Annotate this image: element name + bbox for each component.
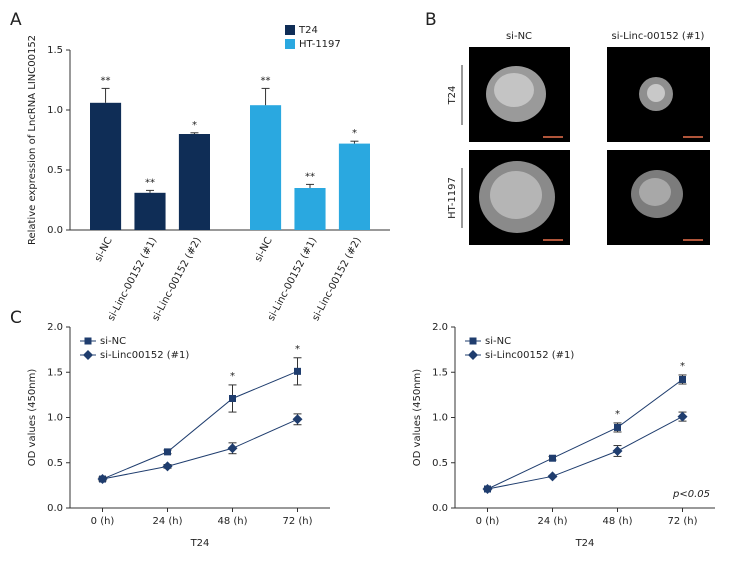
column-label: si-NC	[506, 31, 532, 42]
significance: **	[101, 75, 111, 86]
marker	[294, 367, 301, 375]
marker	[292, 414, 303, 425]
micrograph	[469, 47, 570, 142]
marker	[482, 483, 493, 494]
y-tick-label: 0.0	[432, 503, 448, 514]
marker	[614, 423, 621, 431]
x-axis-label: T24	[575, 538, 595, 549]
x-tick-label: si-Linc-00152 (#1)	[266, 236, 319, 323]
marker	[679, 375, 686, 383]
x-tick-label: 72 (h)	[667, 516, 697, 527]
x-tick-label: 72 (h)	[282, 516, 312, 527]
panel-label: C	[10, 308, 22, 328]
bar	[250, 105, 282, 230]
y-tick-label: 2.0	[432, 322, 448, 333]
y-tick-label: 1.5	[47, 45, 63, 56]
line	[102, 418, 298, 480]
column-label: si-Linc-00152 (#1)	[612, 31, 705, 42]
marker	[229, 394, 236, 402]
note: p<0.05	[672, 489, 710, 500]
marker	[677, 411, 688, 422]
x-tick-label: si-Linc-00152 (#1)	[106, 236, 159, 323]
x-tick-label: 0 (h)	[91, 516, 115, 527]
marker	[97, 474, 108, 485]
marker	[162, 461, 173, 472]
legend-label: si-Linc00152 (#1)	[485, 350, 574, 361]
x-tick-label: 48 (h)	[217, 516, 247, 527]
line	[102, 370, 298, 480]
x-tick-label: 24 (h)	[152, 516, 182, 527]
y-tick-label: 1.0	[432, 413, 448, 424]
legend-swatch	[285, 25, 295, 35]
bar	[178, 134, 210, 230]
x-tick-label: si-Linc-00152 (#2)	[310, 236, 363, 323]
x-tick-label: si-Linc-00152 (#2)	[150, 236, 203, 323]
significance: *	[192, 120, 197, 131]
row-label: HT-1197	[447, 177, 458, 219]
y-axis-label: OD values (450nm)	[27, 369, 38, 467]
x-tick-label: 0 (h)	[476, 516, 500, 527]
significance: *	[230, 371, 235, 382]
x-axis-label: T24	[190, 538, 210, 549]
x-tick-label: si-NC	[93, 236, 115, 264]
significance: **	[261, 75, 271, 86]
y-axis-label: Relative expression of LncRNA LINC00152	[27, 35, 38, 245]
y-tick-label: 0.5	[432, 458, 448, 469]
marker	[84, 337, 92, 345]
panel-label: A	[10, 10, 22, 30]
marker	[164, 448, 171, 456]
legend-label: si-Linc00152 (#1)	[100, 350, 189, 361]
y-tick-label: 0.5	[47, 165, 63, 176]
marker	[469, 337, 477, 345]
marker	[547, 471, 558, 482]
micrograph	[607, 150, 710, 245]
legend-label: T24	[298, 25, 318, 36]
x-tick-label: 24 (h)	[537, 516, 567, 527]
x-tick-label: si-NC	[253, 236, 275, 264]
marker	[468, 350, 478, 360]
y-tick-label: 1.5	[432, 367, 448, 378]
significance: **	[145, 177, 155, 188]
y-axis-label: OD values (450nm)	[412, 369, 423, 467]
significance: *	[295, 344, 300, 355]
y-tick-label: 1.5	[47, 367, 63, 378]
bar	[338, 143, 370, 230]
significance: *	[615, 409, 620, 420]
line	[487, 416, 683, 490]
micrograph	[607, 47, 710, 142]
x-tick-label: 48 (h)	[602, 516, 632, 527]
y-tick-label: 0.0	[47, 503, 63, 514]
legend-swatch	[285, 39, 295, 49]
line	[487, 379, 683, 490]
y-tick-label: 1.0	[47, 105, 63, 116]
legend-label: si-NC	[485, 336, 511, 347]
marker	[612, 445, 623, 456]
bar	[90, 102, 122, 230]
y-tick-label: 0.0	[47, 225, 63, 236]
bar	[134, 192, 166, 230]
y-tick-label: 1.0	[47, 413, 63, 424]
legend-label: HT-1197	[299, 39, 341, 50]
significance: *	[352, 128, 357, 139]
row-label: T24	[447, 86, 458, 106]
marker	[549, 454, 556, 462]
micrograph	[469, 150, 570, 245]
legend-label: si-NC	[100, 336, 126, 347]
y-tick-label: 2.0	[47, 322, 63, 333]
marker	[227, 443, 238, 454]
significance: **	[305, 171, 315, 182]
significance: *	[680, 361, 685, 372]
marker	[83, 350, 93, 360]
y-tick-label: 0.5	[47, 458, 63, 469]
bar	[294, 188, 326, 230]
panel-label: B	[425, 10, 437, 30]
